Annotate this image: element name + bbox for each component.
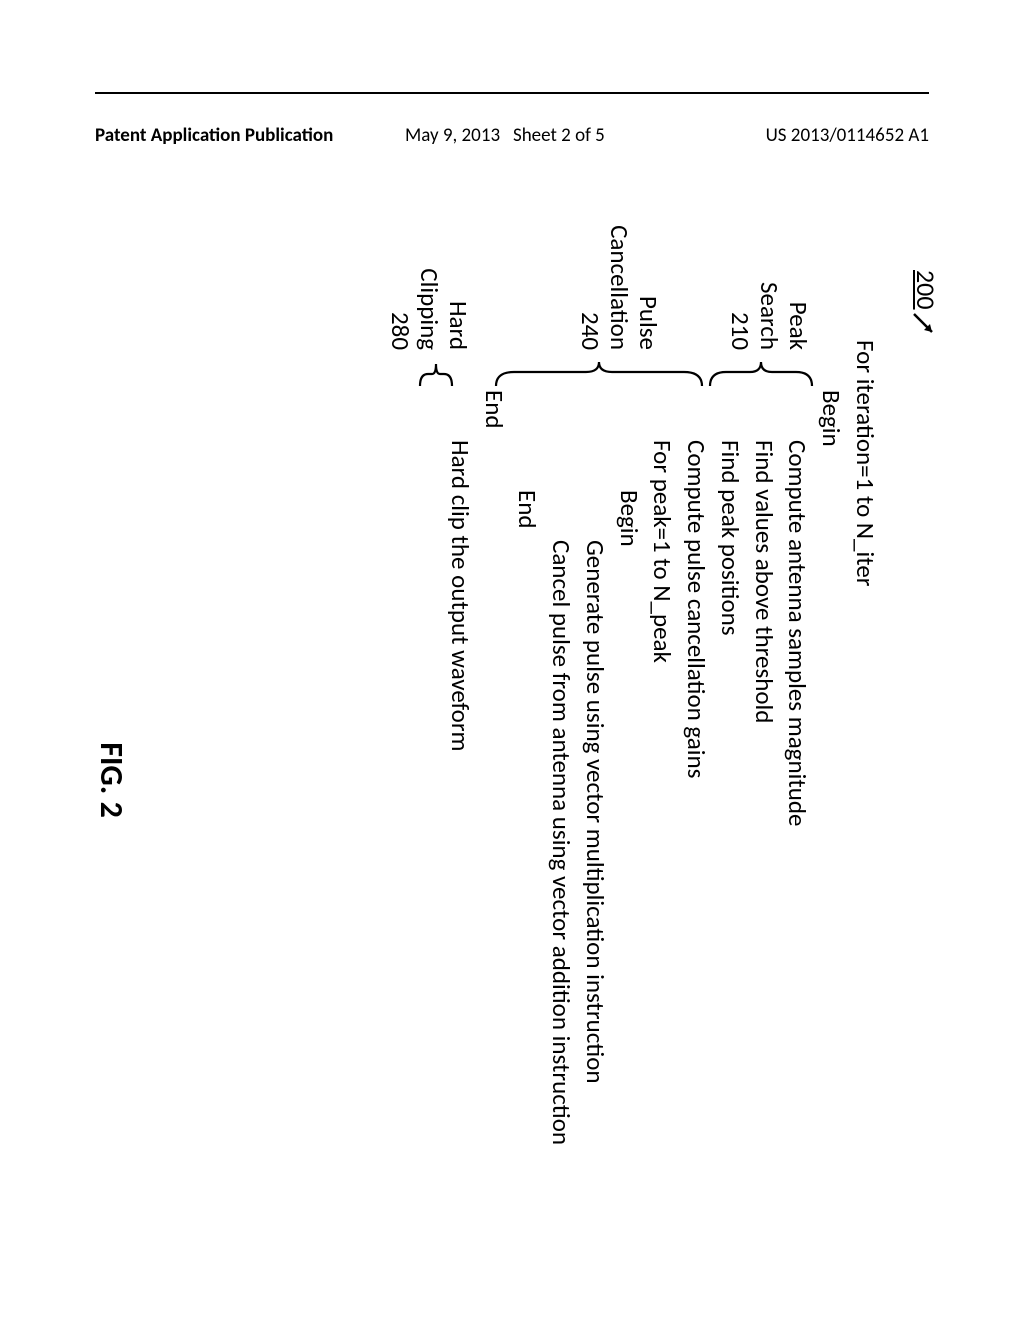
label-peak-search: PeakSearch210 [726, 220, 812, 350]
code-line: Compute pulse cancellation gains [680, 440, 714, 1145]
code-line: Generate pulse using vector multiplicati… [578, 540, 612, 1145]
code-line: Find peak positions [713, 440, 747, 1145]
code-line: Hard clip the output waveform [443, 440, 477, 1145]
code-line: Begin [612, 490, 646, 1145]
code-line: Cancel pulse from antenna using vector a… [545, 540, 579, 1145]
figure-content: 200 PeakSearch210 PulseCancellation240 H… [0, 120, 1024, 1270]
label-pulse-cancellation: PulseCancellation240 [576, 195, 662, 350]
arrow-icon [910, 310, 940, 340]
page-header: Patent Application Publication May 9, 20… [0, 60, 1024, 100]
code-line: End [477, 390, 511, 1145]
code-line: Find values above threshold [747, 440, 781, 1145]
code-line: End [511, 490, 545, 1145]
code-line: For peak=1 to N_peak [646, 440, 680, 1145]
code-line: Compute antenna samples magnitude [781, 440, 815, 1145]
page: Patent Application Publication May 9, 20… [0, 0, 1024, 1320]
rotated-wrapper: 200 PeakSearch210 PulseCancellation240 H… [62, 230, 962, 1330]
code-line: For iteration=1 to N_iter [848, 340, 882, 1145]
reference-numeral: 200 [910, 270, 942, 310]
pseudocode-block: For iteration=1 to N_iter Begin Compute … [443, 340, 882, 1145]
figure-caption: FIG. 2 [92, 230, 131, 1330]
label-hard-clipping: HardClipping280 [386, 250, 472, 350]
header-rule [95, 92, 929, 94]
code-line: Begin [815, 390, 849, 1145]
